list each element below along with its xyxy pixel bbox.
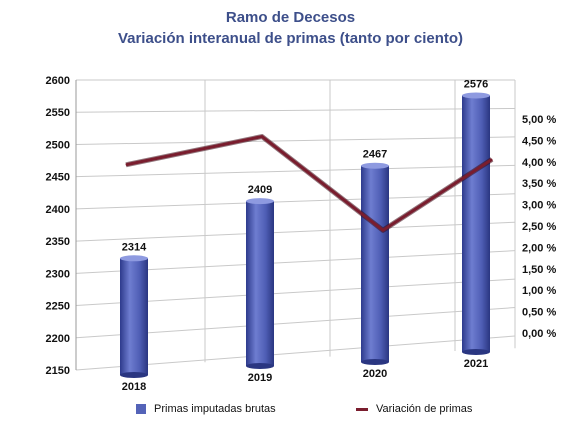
y-right-tick-label: 0,00 %: [522, 328, 556, 340]
y-right-tick-label: 4,00 %: [522, 157, 556, 169]
y-right-tick-label: 1,00 %: [522, 285, 556, 297]
y-left-tick-label: 2450: [46, 172, 70, 184]
line-point: [125, 164, 127, 166]
grid-line: [75, 335, 516, 371]
x-tick-label: 2019: [248, 372, 272, 384]
y-left-tick-label: 2200: [46, 333, 70, 345]
line-point: [261, 136, 263, 138]
chart-title: Ramo de Decesos: [225, 9, 356, 26]
bar-bottom: [361, 359, 389, 365]
bar-bottom: [462, 349, 490, 355]
y-left-tick-label: 2150: [46, 365, 70, 377]
legend-item-line: Variación de primas: [356, 403, 472, 415]
y-right-tick-label: 0,50 %: [522, 307, 556, 319]
x-tick-label: 2020: [363, 368, 387, 380]
legend-line-label: Variación de primas: [376, 403, 473, 415]
x-tick-label: 2018: [122, 381, 146, 393]
bar-top: [462, 92, 490, 99]
y-right-tick-label: 1,50 %: [522, 264, 556, 276]
grid-line: [75, 221, 516, 242]
y-right-tick-label: 2,00 %: [522, 242, 556, 254]
grid-line: [75, 193, 516, 210]
y-left-tick-label: 2500: [46, 139, 70, 151]
x-tick-label: 2021: [464, 358, 488, 370]
bar: [246, 201, 274, 366]
y-left-tick-label: 2400: [46, 204, 70, 216]
y-left-tick-label: 2550: [46, 107, 70, 119]
y-right-tick-label: 3,00 %: [522, 200, 556, 212]
grid-line: [75, 136, 516, 145]
grid-line: [75, 278, 516, 307]
legend-line-swatch: [356, 407, 368, 411]
bar-top: [361, 162, 389, 169]
bar-data-label: 2576: [464, 78, 488, 90]
legend-bar-swatch: [136, 404, 146, 414]
y-right-tick-label: 5,00 %: [522, 114, 556, 126]
bar-bottom: [246, 363, 274, 369]
bar: [462, 95, 490, 352]
series-line: [125, 135, 493, 232]
legend-item-bars: Primas imputadas brutas: [136, 403, 276, 415]
bar-data-label: 2314: [122, 241, 147, 253]
bar-bottom: [120, 372, 148, 378]
line-point: [491, 158, 493, 160]
y-left-tick-label: 2250: [46, 301, 70, 313]
chart-subtitle: Variación interanual de primas (tanto po…: [117, 30, 464, 47]
bar: [120, 258, 148, 375]
grid-line: [75, 107, 516, 113]
y-right-tick-label: 4,50 %: [522, 135, 556, 147]
y-left-tick-label: 2350: [46, 236, 70, 248]
y-left-tick-label: 2300: [46, 268, 70, 280]
bar-data-label: 2409: [248, 184, 272, 196]
line-point: [382, 229, 384, 231]
legend-bar-label: Primas imputadas brutas: [154, 403, 276, 415]
y-right-tick-label: 3,50 %: [522, 178, 556, 190]
grid-line: [75, 307, 516, 339]
bar-top: [120, 255, 148, 262]
bar-top: [246, 198, 274, 205]
y-right-tick-label: 2,50 %: [522, 221, 556, 233]
bar-data-label: 2467: [363, 149, 387, 161]
y-left-tick-label: 2600: [46, 75, 70, 87]
grid-line: [75, 250, 516, 274]
series-line-shadow: [125, 134, 494, 233]
grid-line: [75, 164, 516, 178]
bar: [361, 165, 389, 362]
